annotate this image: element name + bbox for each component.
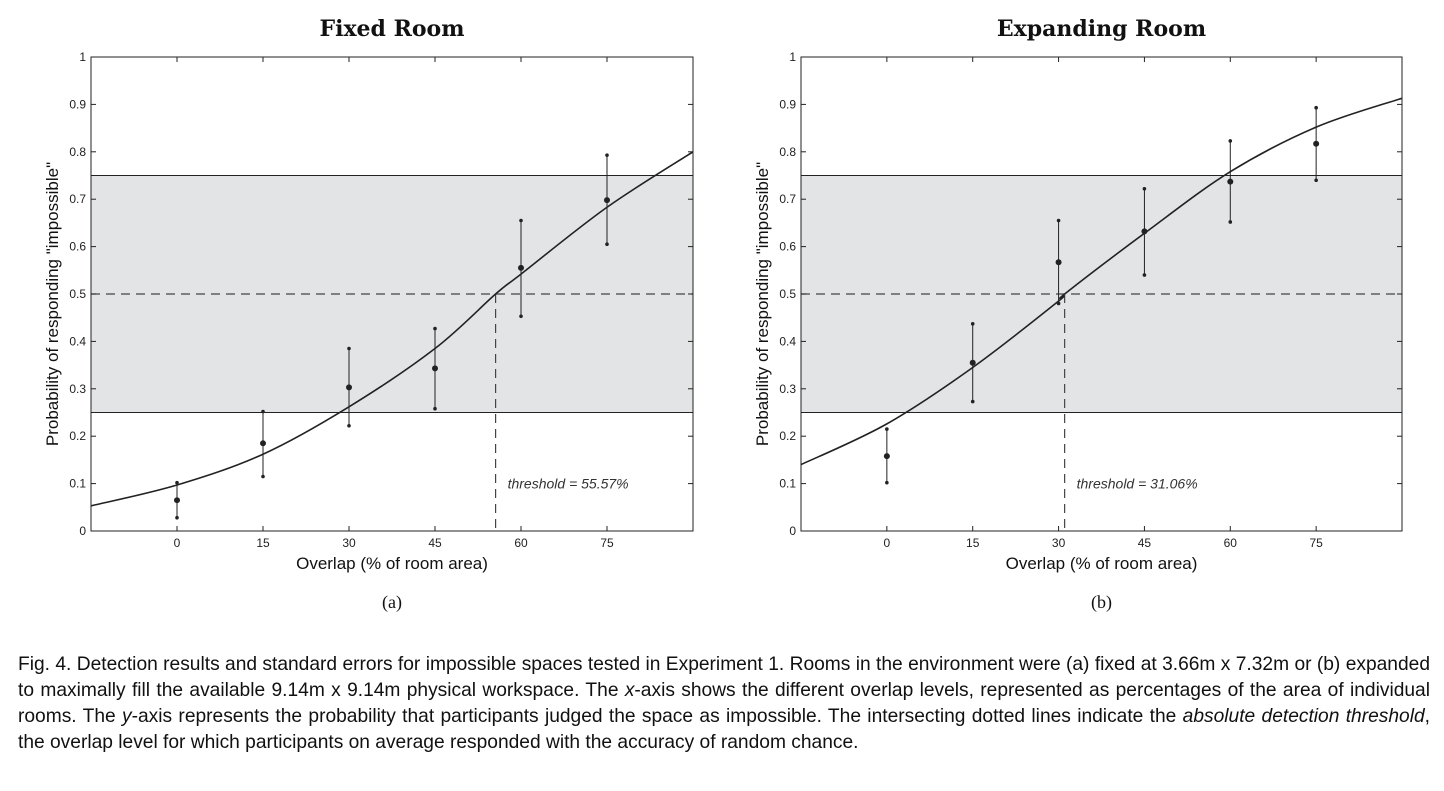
panel-label: (a): [382, 592, 402, 613]
error-cap-high: [605, 153, 609, 157]
error-cap-low: [519, 314, 523, 319]
x-tick-label: 30: [342, 536, 356, 550]
y-tick-label: 0.2: [779, 429, 796, 443]
y-tick-label: 0.2: [69, 429, 86, 443]
chart-title: Expanding Room: [997, 16, 1206, 42]
x-tick-label: 0: [174, 536, 181, 550]
figure: 0 0.1 0.2 0.3 0.4 0.5 0.6 0.7 0.8 0.9 1 0 15 30 45 60 75…: [43, 16, 1403, 613]
y-tick-label: 0.9: [69, 97, 86, 111]
y-tick-label: 0.8: [69, 145, 86, 159]
data-point: [1141, 228, 1148, 235]
x-tick-label: 60: [1224, 536, 1238, 550]
panel-label: (b): [1091, 592, 1112, 613]
error-cap-high: [885, 427, 889, 431]
y-tick-label: 0.5: [779, 287, 796, 301]
y-tick-label: 0.8: [779, 145, 796, 159]
y-tick-label: 0.1: [69, 477, 86, 491]
x-tick-label: 15: [966, 536, 980, 550]
error-cap-low: [261, 474, 265, 479]
caption-part1: Fig. 4. Detection results and standard e…: [18, 654, 1430, 701]
caption-part2: -axis shows the different overlap levels…: [18, 680, 1430, 727]
data-point: [604, 197, 610, 204]
chart-title: Fixed Room: [319, 16, 464, 42]
x-tick-label: 0: [884, 536, 891, 550]
x-axis-label: Overlap (% of room area): [1006, 554, 1198, 573]
caption-term-italic: absolute detection threshold: [1182, 706, 1425, 727]
y-tick-label: 1: [79, 50, 86, 64]
y-tick-label: 0.7: [69, 192, 86, 206]
figure-caption: Fig. 4. Detection results and standard e…: [18, 652, 1430, 756]
error-cap-low: [1142, 273, 1147, 277]
data-point: [1055, 259, 1062, 266]
threshold-label: threshold = 31.06%: [1077, 475, 1198, 491]
x-tick-label: 30: [1052, 536, 1066, 550]
error-cap-high: [970, 322, 975, 326]
data-point: [518, 264, 524, 271]
caption-part3: -axis represents the probability that pa…: [131, 706, 1183, 727]
y-tick-label: 0.6: [69, 240, 86, 254]
error-cap-high: [1056, 218, 1061, 223]
error-cap-high: [433, 326, 437, 331]
caption-y-italic: y: [122, 706, 132, 727]
y-tick-label: 0.5: [69, 287, 86, 301]
y-axis-label: Probability of responding "impossible": [753, 162, 772, 446]
data-point: [174, 497, 180, 504]
y-tick-label: 0.9: [779, 97, 796, 111]
threshold-label: threshold = 55.57%: [508, 475, 629, 491]
error-cap-low: [433, 406, 437, 411]
fit-curve: [800, 97, 1403, 466]
error-cap-high: [519, 218, 523, 223]
error-cap-high: [1228, 139, 1233, 143]
error-cap-low: [1228, 220, 1233, 224]
error-cap-low: [1056, 301, 1061, 306]
data-point: [969, 359, 976, 366]
y-tick-label: 0.4: [779, 334, 796, 348]
caption-x-italic: x: [624, 680, 635, 701]
error-cap-high: [261, 409, 265, 414]
y-tick-label: 0.7: [779, 192, 796, 206]
data-point: [346, 384, 352, 391]
chart-fixed-room: 0 0.1 0.2 0.3 0.4 0.5 0.6 0.7 0.8 0.9 1 0 15 30 45 60 75…: [43, 16, 694, 613]
y-tick-label: 0: [789, 524, 796, 538]
data-point: [1227, 178, 1234, 185]
error-cap-low: [1314, 178, 1318, 183]
y-tick-label: 0.1: [779, 477, 796, 491]
error-cap-low: [175, 515, 179, 520]
error-cap-low: [885, 480, 889, 485]
x-tick-label: 60: [514, 536, 528, 550]
error-cap-high: [175, 480, 179, 485]
y-tick-label: 0.3: [69, 382, 86, 396]
y-tick-label: 1: [789, 50, 796, 64]
x-tick-label: 45: [428, 536, 442, 550]
y-tick-label: 0.6: [779, 240, 796, 254]
data-point: [883, 453, 890, 460]
error-cap-low: [347, 423, 351, 428]
x-axis-label: Overlap (% of room area): [296, 554, 488, 573]
caption-part4: , the overlap level for which participan…: [18, 706, 1430, 753]
error-cap-high: [1314, 105, 1318, 110]
error-cap-high: [1142, 186, 1147, 191]
x-tick-label: 75: [1309, 536, 1323, 550]
x-tick-label: 75: [600, 536, 614, 550]
y-axis-label: Probability of responding "impossible": [43, 162, 62, 446]
error-cap-low: [605, 242, 609, 247]
data-point: [432, 365, 438, 372]
x-tick-label: 45: [1138, 536, 1152, 550]
error-cap-low: [970, 399, 975, 404]
data-point: [1313, 140, 1320, 147]
y-tick-label: 0.3: [779, 382, 796, 396]
x-tick-label: 15: [256, 536, 270, 550]
error-cap-high: [347, 346, 351, 351]
chart-expanding-room: 0 0.1 0.2 0.3 0.4 0.5 0.6 0.7 0.8 0.9 1 0 15 30 45 60 75…: [753, 16, 1403, 613]
y-tick-label: 0.4: [69, 334, 86, 348]
y-tick-label: 0: [79, 524, 86, 538]
data-point: [260, 440, 266, 447]
